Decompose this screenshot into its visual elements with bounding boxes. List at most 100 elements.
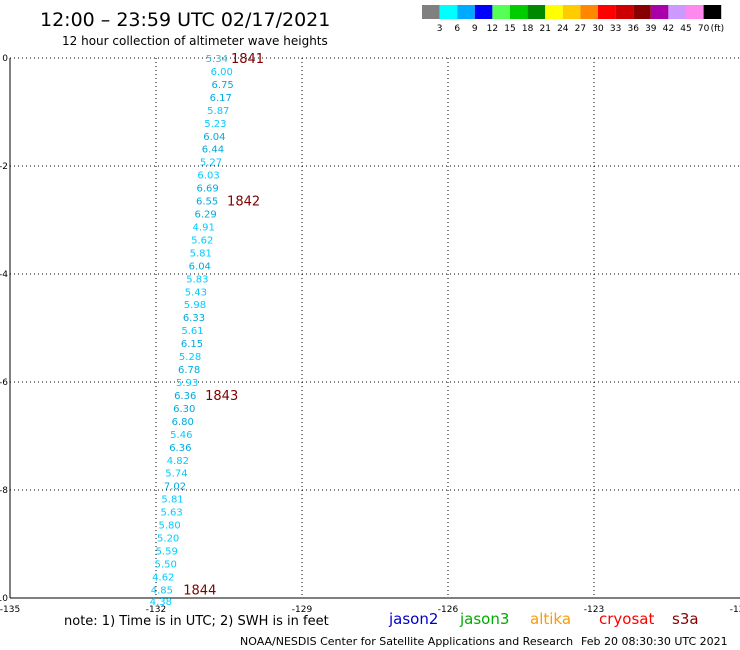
- colorbar-label: 36: [627, 24, 639, 34]
- colorbar-label: 9: [472, 24, 478, 34]
- wave-height-value: 4.38: [150, 597, 172, 608]
- wave-height-value: 4.85: [151, 585, 173, 596]
- colorbar-label: 18: [522, 24, 534, 34]
- chart-title: 12:00 – 23:59 UTC 02/17/2021: [40, 9, 330, 31]
- colorbar-label: 6: [454, 24, 460, 34]
- satellite-legend-entry: s3a: [672, 610, 699, 628]
- wave-height-value: 6.29: [195, 210, 217, 221]
- tick-labels: 0 -2 -4 -6 -8 -10-135 -132 -129 -126 -123 -120: [0, 54, 740, 615]
- wave-height-value: 5.23: [204, 119, 226, 130]
- y-tick-label: -4: [0, 270, 8, 280]
- colorbar-swatch: [527, 5, 546, 19]
- colorbar-swatch: [457, 5, 475, 19]
- satellite-legend: jason2 jason3 altika cryosat s3a: [388, 610, 699, 628]
- wave-height-value: 5.34: [206, 54, 228, 65]
- wave-height-value: 5.28: [179, 352, 201, 363]
- wave-height-value: 4.91: [193, 222, 215, 233]
- colorbar-label: 15: [504, 24, 515, 34]
- wave-height-value: 6.15: [181, 339, 203, 350]
- grid-lines: [10, 57, 740, 598]
- wave-height-value: 5.98: [184, 300, 206, 311]
- wave-height-value: 5.93: [176, 378, 198, 389]
- wave-height-value: 5.74: [165, 469, 187, 480]
- wave-height-value: 6.36: [169, 443, 191, 454]
- wave-height-value: 6.33: [183, 313, 205, 324]
- wave-height-value: 5.20: [157, 534, 179, 545]
- time-label: 1842: [227, 195, 260, 210]
- wave-height-value: 6.04: [203, 132, 225, 143]
- colorbar-label: 42: [663, 24, 674, 34]
- colorbar-swatch: [562, 5, 581, 19]
- satellite-legend-entry: cryosat: [599, 610, 654, 628]
- colorbar-label: 12: [487, 24, 498, 34]
- colorbar-swatch: [439, 5, 458, 19]
- footer-timestamp: Feb 20 08:30:30 UTC 2021: [581, 635, 728, 648]
- colorbar-label: 33: [610, 24, 621, 34]
- wave-height-value: 4.62: [152, 572, 174, 583]
- wave-height-value: 6.80: [172, 417, 194, 428]
- colorbar-swatch: [510, 5, 528, 19]
- x-tick-label: -120: [730, 605, 740, 615]
- wave-height-value: 5.62: [191, 235, 213, 246]
- y-tick-label: -6: [0, 378, 8, 388]
- wave-height-value: 5.27: [200, 158, 222, 169]
- wave-height-value: 5.59: [156, 546, 178, 557]
- footer-credit: NOAA/NESDIS Center for Satellite Applica…: [240, 635, 573, 648]
- colorbar-swatch: [668, 5, 686, 19]
- time-label: 1841: [231, 52, 264, 67]
- colorbar-swatch: [492, 5, 510, 19]
- colorbar-label: 21: [539, 24, 550, 34]
- chart-subtitle: 12 hour collection of altimeter wave hei…: [62, 34, 328, 48]
- wave-height-value: 5.81: [161, 495, 183, 506]
- wave-height-value: 6.04: [189, 261, 211, 272]
- wave-height-value: 5.50: [155, 559, 177, 570]
- wave-height-value: 7.02: [164, 482, 186, 493]
- wave-height-value: 6.69: [196, 184, 218, 195]
- colorbar-swatch: [545, 5, 563, 19]
- wave-height-value: 5.87: [207, 106, 229, 117]
- y-tick-label: 0: [2, 54, 8, 64]
- x-tick-label: -132: [146, 605, 166, 615]
- wave-height-value: 6.75: [212, 80, 234, 91]
- colorbar-swatch: [422, 5, 440, 19]
- satellite-legend-entry: altika: [530, 610, 571, 628]
- x-tick-label: -123: [584, 605, 604, 615]
- wave-height-value: 6.36: [174, 391, 196, 402]
- satellite-legend-entry: jason3: [459, 610, 509, 628]
- y-tick-label: -8: [0, 486, 8, 496]
- wave-height-value: 6.00: [211, 67, 233, 78]
- color-scale-legend: 3 6 9 12 15 18 21 24 27 30 33 36 39 42 45 70 (ft): [422, 5, 724, 34]
- wave-height-value: 6.78: [178, 365, 200, 376]
- colorbar-label: 45: [680, 24, 691, 34]
- colorbar-label: 24: [557, 24, 569, 34]
- colorbar-swatch: [686, 5, 704, 19]
- colorbar-unit: (ft): [711, 24, 725, 34]
- colorbar-swatch: [474, 5, 493, 19]
- colorbar-label: 3: [437, 24, 443, 34]
- axis-frame: [9, 58, 740, 599]
- colorbar-label: 30: [592, 24, 604, 34]
- time-label: 1843: [205, 389, 238, 404]
- x-tick-label: -129: [292, 605, 313, 615]
- colorbar-swatch: [703, 5, 722, 19]
- colorbar-label: 70: [698, 24, 710, 34]
- x-tick-label: -126: [438, 605, 459, 615]
- wave-height-value: 5.63: [160, 508, 182, 519]
- time-label: 1844: [183, 583, 216, 598]
- y-tick-label: -2: [0, 162, 8, 172]
- wave-height-value: 5.80: [158, 521, 180, 532]
- satellite-legend-entry: jason2: [388, 610, 438, 628]
- colorbar-swatch: [580, 5, 598, 19]
- wave-height-value: 6.03: [197, 171, 219, 182]
- footer-note: note: 1) Time is in UTC; 2) SWH is in fe…: [64, 614, 329, 629]
- wave-height-value: 6.55: [196, 197, 218, 208]
- wave-height-value: 4.82: [167, 456, 189, 467]
- time-labels: 1841 1842 1843 1844: [183, 52, 264, 598]
- wave-height-value: 6.44: [202, 145, 224, 156]
- wave-height-value: 6.17: [210, 93, 232, 104]
- colorbar-swatch: [598, 5, 616, 19]
- colorbar-label: 27: [575, 24, 586, 34]
- wave-height-value: 5.83: [186, 274, 208, 285]
- colorbar-swatch: [615, 5, 634, 19]
